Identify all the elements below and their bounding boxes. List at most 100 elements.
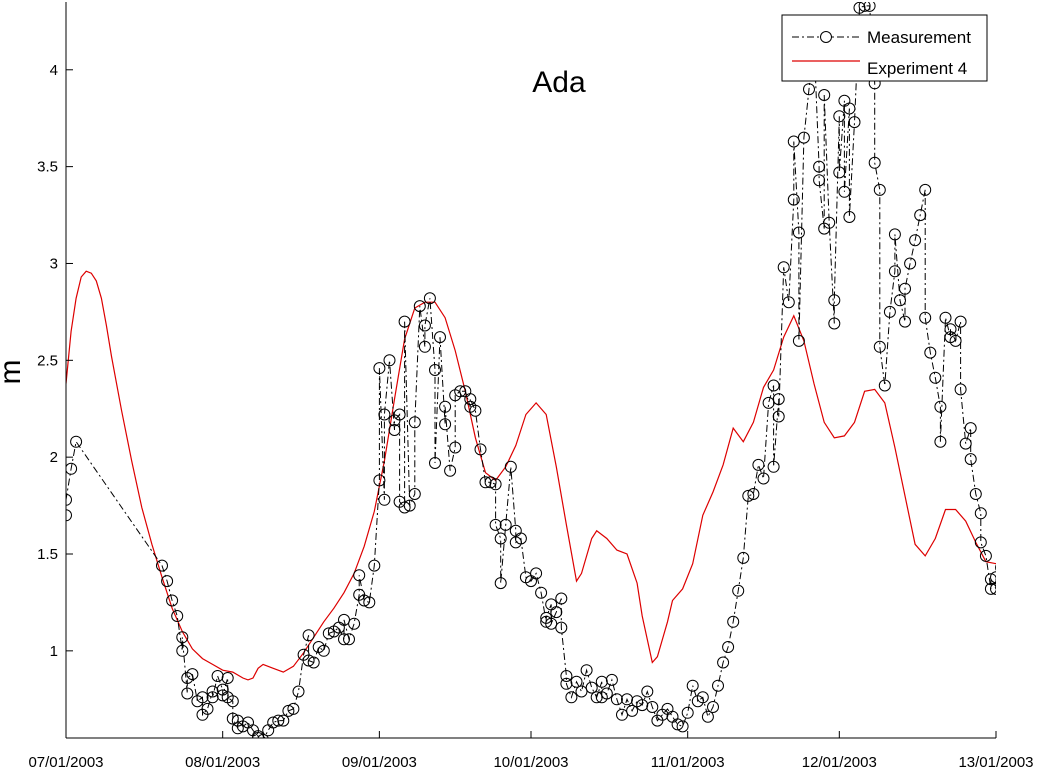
data-point-measurement — [600, 687, 613, 700]
data-point-measurement — [646, 701, 659, 713]
series-line-experiment-4 — [66, 270, 996, 681]
data-point-measurement — [176, 631, 189, 644]
data-point-measurement — [550, 606, 563, 619]
data-point-measurement — [70, 435, 83, 448]
data-point-measurement — [171, 610, 184, 622]
data-point-measurement — [348, 617, 361, 630]
data-point-measurement — [863, 2, 876, 12]
x-tick-label: 13/01/2003 — [958, 754, 1033, 768]
data-point-measurement — [439, 418, 452, 431]
data-point-measurement — [585, 681, 598, 694]
data-point-measurement — [818, 89, 831, 101]
data-point-measurement — [924, 346, 937, 359]
data-point-measurement — [974, 507, 987, 520]
legend-label-measurement: Measurement — [867, 28, 971, 47]
data-point-measurement — [787, 135, 800, 148]
data-point-measurement — [616, 708, 628, 721]
data-point-measurement — [338, 633, 350, 646]
x-tick-label: 08/01/2003 — [185, 754, 260, 768]
data-point-measurement — [454, 385, 467, 398]
data-point-measurement — [757, 472, 770, 485]
data-point-measurement — [489, 478, 502, 491]
data-point-measurement — [873, 183, 886, 196]
data-point-measurement — [449, 441, 462, 454]
data-point-measurement — [792, 226, 805, 239]
data-point-measurement — [196, 691, 209, 704]
data-point-measurement — [929, 371, 942, 384]
data-point-measurement — [671, 718, 684, 731]
data-point-measurement — [514, 532, 527, 545]
data-point-measurement — [843, 211, 856, 223]
data-point-measurement — [317, 644, 330, 657]
data-point-measurement — [383, 354, 396, 367]
data-point-measurement — [919, 183, 932, 196]
data-point-measurement — [878, 379, 891, 392]
data-point-measurement — [772, 410, 785, 423]
data-point-measurement — [373, 474, 386, 487]
data-point-measurement — [964, 422, 977, 435]
y-tick-label: 3.5 — [37, 159, 58, 176]
data-point-measurement — [368, 559, 381, 572]
data-point-measurement — [211, 670, 224, 682]
data-point-measurement — [277, 714, 290, 727]
data-point-measurement — [621, 693, 633, 706]
x-tick-label: 12/01/2003 — [802, 754, 877, 768]
data-point-measurement — [944, 323, 957, 336]
data-point-measurement — [484, 476, 497, 489]
data-point-measurement — [530, 567, 543, 580]
data-point-measurement — [504, 460, 517, 473]
data-point-measurement — [302, 629, 315, 642]
y-tick-label: 3 — [50, 255, 58, 272]
data-point-measurement — [1021, 568, 1032, 579]
data-point-measurement — [464, 393, 477, 406]
data-point-measurement — [595, 675, 608, 688]
data-point-measurement — [959, 437, 972, 450]
data-point-measurement — [378, 493, 391, 506]
data-point-measurement — [373, 362, 386, 375]
data-point-measurement — [540, 615, 553, 628]
data-point-measurement — [267, 716, 280, 729]
data-point-measurement — [226, 712, 239, 725]
data-point-measurement — [1001, 541, 1012, 552]
data-point-measurement — [868, 156, 881, 169]
y-tick-label: 1.5 — [37, 546, 58, 563]
data-point-measurement — [984, 582, 996, 595]
legend: Measurement Experiment 4 — [781, 14, 988, 82]
data-point-measurement — [797, 131, 810, 144]
data-point-measurement — [858, 2, 871, 12]
data-point-measurement — [393, 408, 406, 421]
data-point-measurement — [904, 257, 917, 270]
data-point-measurement — [833, 166, 846, 179]
data-point-measurement — [610, 693, 623, 706]
data-point-measurement — [894, 294, 906, 307]
data-point-measurement — [954, 383, 967, 396]
data-point-measurement — [499, 518, 512, 531]
data-point-measurement — [560, 670, 573, 682]
data-point-measurement — [843, 102, 856, 115]
data-point-measurement — [737, 551, 750, 564]
data-point-measurement — [1031, 624, 1039, 635]
data-point-measurement — [418, 319, 431, 332]
data-point-measurement — [535, 586, 548, 599]
data-point-measurement — [979, 549, 992, 562]
data-point-measurement — [984, 573, 996, 586]
data-point-measurement — [434, 331, 446, 344]
y-axis-label: m — [0, 360, 27, 385]
data-point-measurement — [899, 282, 911, 295]
data-point-measurement — [1026, 597, 1037, 608]
data-point-measurement — [828, 317, 841, 330]
data-point-measurement — [722, 641, 735, 653]
data-point-measurement — [1011, 564, 1022, 575]
data-point-measurement — [964, 453, 977, 466]
data-point-measurement — [828, 294, 841, 307]
data-point-measurement — [1016, 566, 1027, 577]
data-point-measurement — [686, 679, 699, 692]
data-point-measurement — [969, 488, 982, 500]
data-point-measurement — [626, 704, 639, 717]
legend-box — [781, 14, 988, 82]
data-point-measurement — [883, 305, 896, 318]
legend-label-experiment-4: Experiment 4 — [867, 59, 967, 78]
data-point-measurement — [1011, 566, 1022, 577]
data-point-measurement — [636, 699, 649, 712]
